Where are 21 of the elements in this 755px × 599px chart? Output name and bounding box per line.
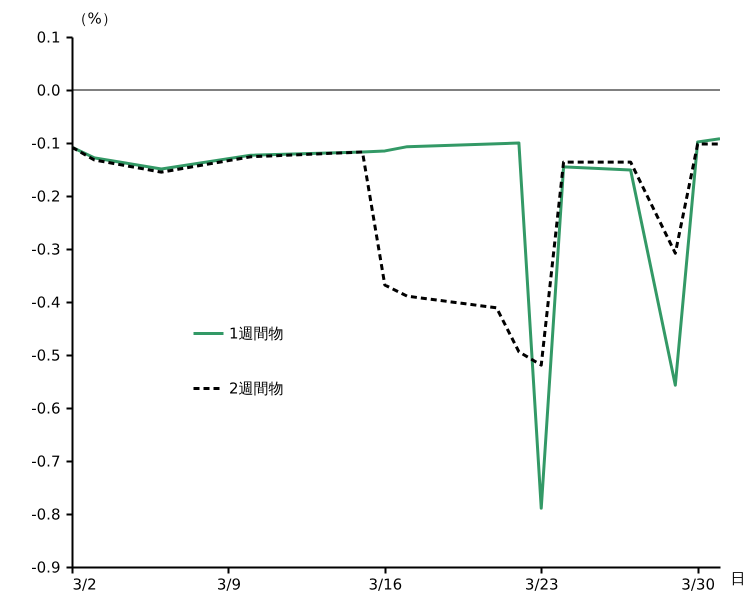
- y-tick-label: -0.7: [31, 452, 60, 470]
- y-axis-title: （%）: [72, 10, 117, 28]
- x-tick-label: 3/2: [72, 576, 97, 594]
- legend-label: 1週間物: [229, 324, 284, 342]
- y-tick-label: 0.1: [36, 28, 60, 46]
- y-tick-label: -0.2: [31, 188, 60, 206]
- x-tick-label: 3/16: [368, 576, 402, 594]
- y-tick-label: -0.6: [31, 400, 60, 418]
- x-axis-title: 日: [730, 570, 746, 588]
- x-tick-label: 3/23: [524, 576, 559, 594]
- y-tick-label: -0.1: [31, 134, 60, 152]
- y-tick-label: -0.3: [31, 240, 60, 258]
- y-tick-label: -0.4: [31, 294, 60, 312]
- y-tick-label: 0.0: [36, 82, 60, 100]
- line-series: [72, 137, 720, 510]
- y-tick-label: -0.5: [31, 346, 60, 364]
- x-tick-label: 3/30: [681, 576, 715, 594]
- y-tick-label: -0.9: [31, 558, 60, 576]
- x-tick-label: 3/9: [216, 576, 241, 594]
- y-tick-label: -0.8: [31, 506, 60, 524]
- legend-label: 2週間物: [229, 380, 284, 398]
